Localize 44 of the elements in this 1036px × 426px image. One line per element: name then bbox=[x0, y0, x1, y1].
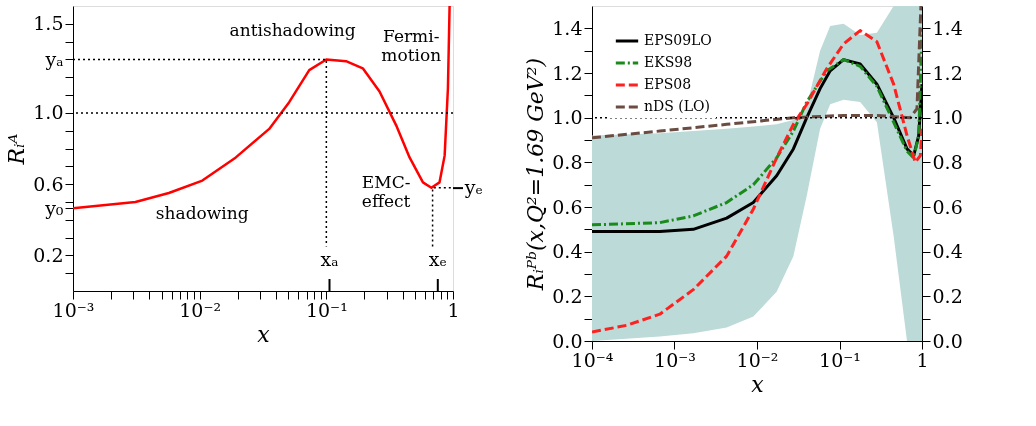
y-tick-label: y₀ bbox=[44, 196, 64, 219]
legend-label: EPS08 bbox=[644, 76, 692, 92]
annotation: shadowing bbox=[155, 203, 249, 224]
y2-tick-label: 1.0 bbox=[932, 106, 963, 129]
y-tick-label: 0.2 bbox=[552, 284, 583, 307]
x-tick-label: 1 bbox=[447, 298, 460, 321]
y-tick-label: 1.4 bbox=[552, 16, 583, 39]
y-tick-label: 0.6 bbox=[552, 195, 583, 218]
y-tick-label: 0.4 bbox=[552, 240, 583, 263]
x-axis-title: x bbox=[751, 371, 765, 397]
y2-tick-label: 0.4 bbox=[932, 240, 963, 263]
y-tick-label: 0.6 bbox=[33, 172, 64, 195]
legend-label: EKS98 bbox=[644, 54, 693, 70]
y-tick-label: 1.0 bbox=[552, 106, 583, 129]
y-tick-label: 1.0 bbox=[33, 101, 64, 124]
annotation: xₑ bbox=[428, 247, 447, 270]
legend-label: EPS09LO bbox=[644, 32, 712, 48]
y-tick-label: 1.5 bbox=[33, 12, 64, 35]
text: yₑ bbox=[463, 176, 483, 199]
x-tick-label: 10⁻² bbox=[736, 348, 779, 371]
y-tick-label: 1.2 bbox=[552, 61, 583, 84]
x-tick-label: 1 bbox=[916, 348, 929, 371]
y2-tick-label: 0.8 bbox=[932, 150, 963, 173]
x-tick-label: 10⁻¹ bbox=[819, 348, 861, 371]
y-tick-label: 0.8 bbox=[552, 150, 583, 173]
y-tick-label: 0.2 bbox=[33, 243, 64, 266]
x-tick-label: 10⁻² bbox=[179, 298, 222, 321]
annotation: EMC- effect bbox=[361, 171, 411, 211]
y-tick-label: yₐ bbox=[44, 47, 64, 70]
x-axis-title: x bbox=[257, 321, 271, 347]
annotation: xₐ bbox=[320, 247, 339, 270]
y-axis-title: Rᵢᴾᵇ(x,Q²=1.69 GeV²) bbox=[523, 57, 549, 292]
y2-tick-label: 1.4 bbox=[932, 16, 963, 39]
y2-tick-label: 1.2 bbox=[932, 61, 963, 84]
y2-tick-label: 0.2 bbox=[932, 284, 963, 307]
y2-tick-label: 0.0 bbox=[932, 329, 963, 352]
annotation: antishadowing bbox=[229, 20, 356, 41]
x-tick-label: 10⁻³ bbox=[52, 298, 95, 321]
annotation: Fermi- motion bbox=[381, 25, 442, 65]
x-tick-label: 10⁻¹ bbox=[305, 298, 348, 321]
y-axis-title: Rᵢᴬ bbox=[4, 133, 30, 166]
x-tick-label: 10⁻³ bbox=[654, 348, 696, 371]
y2-tick-label: 0.6 bbox=[932, 195, 963, 218]
legend-label: nDS (LO) bbox=[644, 98, 710, 114]
